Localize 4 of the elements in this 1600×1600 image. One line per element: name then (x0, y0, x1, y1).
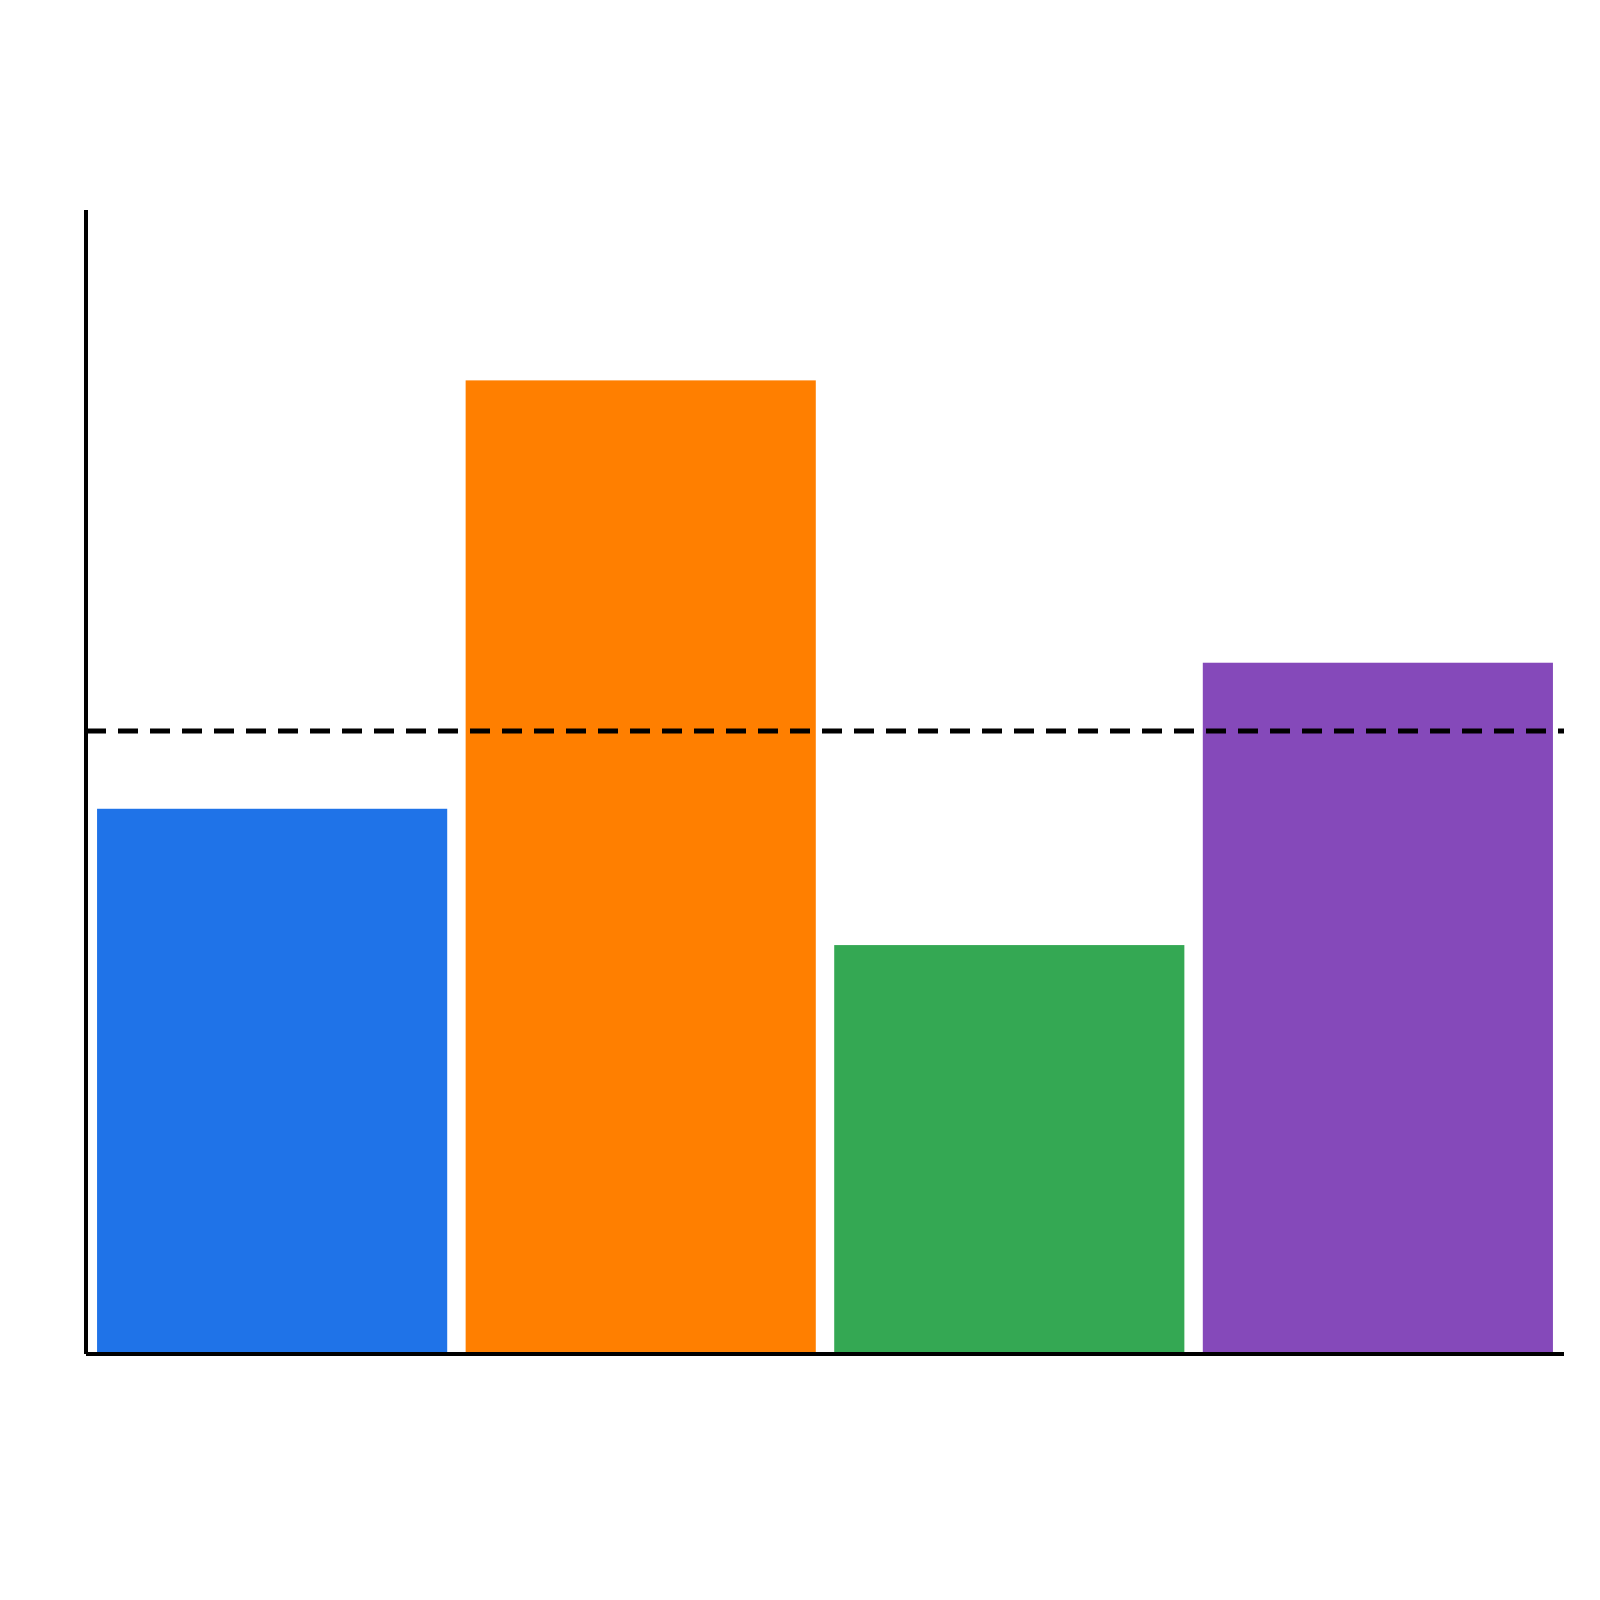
bar (834, 945, 1185, 1354)
bar (465, 380, 816, 1354)
bar (1202, 662, 1553, 1354)
bar (97, 808, 448, 1354)
